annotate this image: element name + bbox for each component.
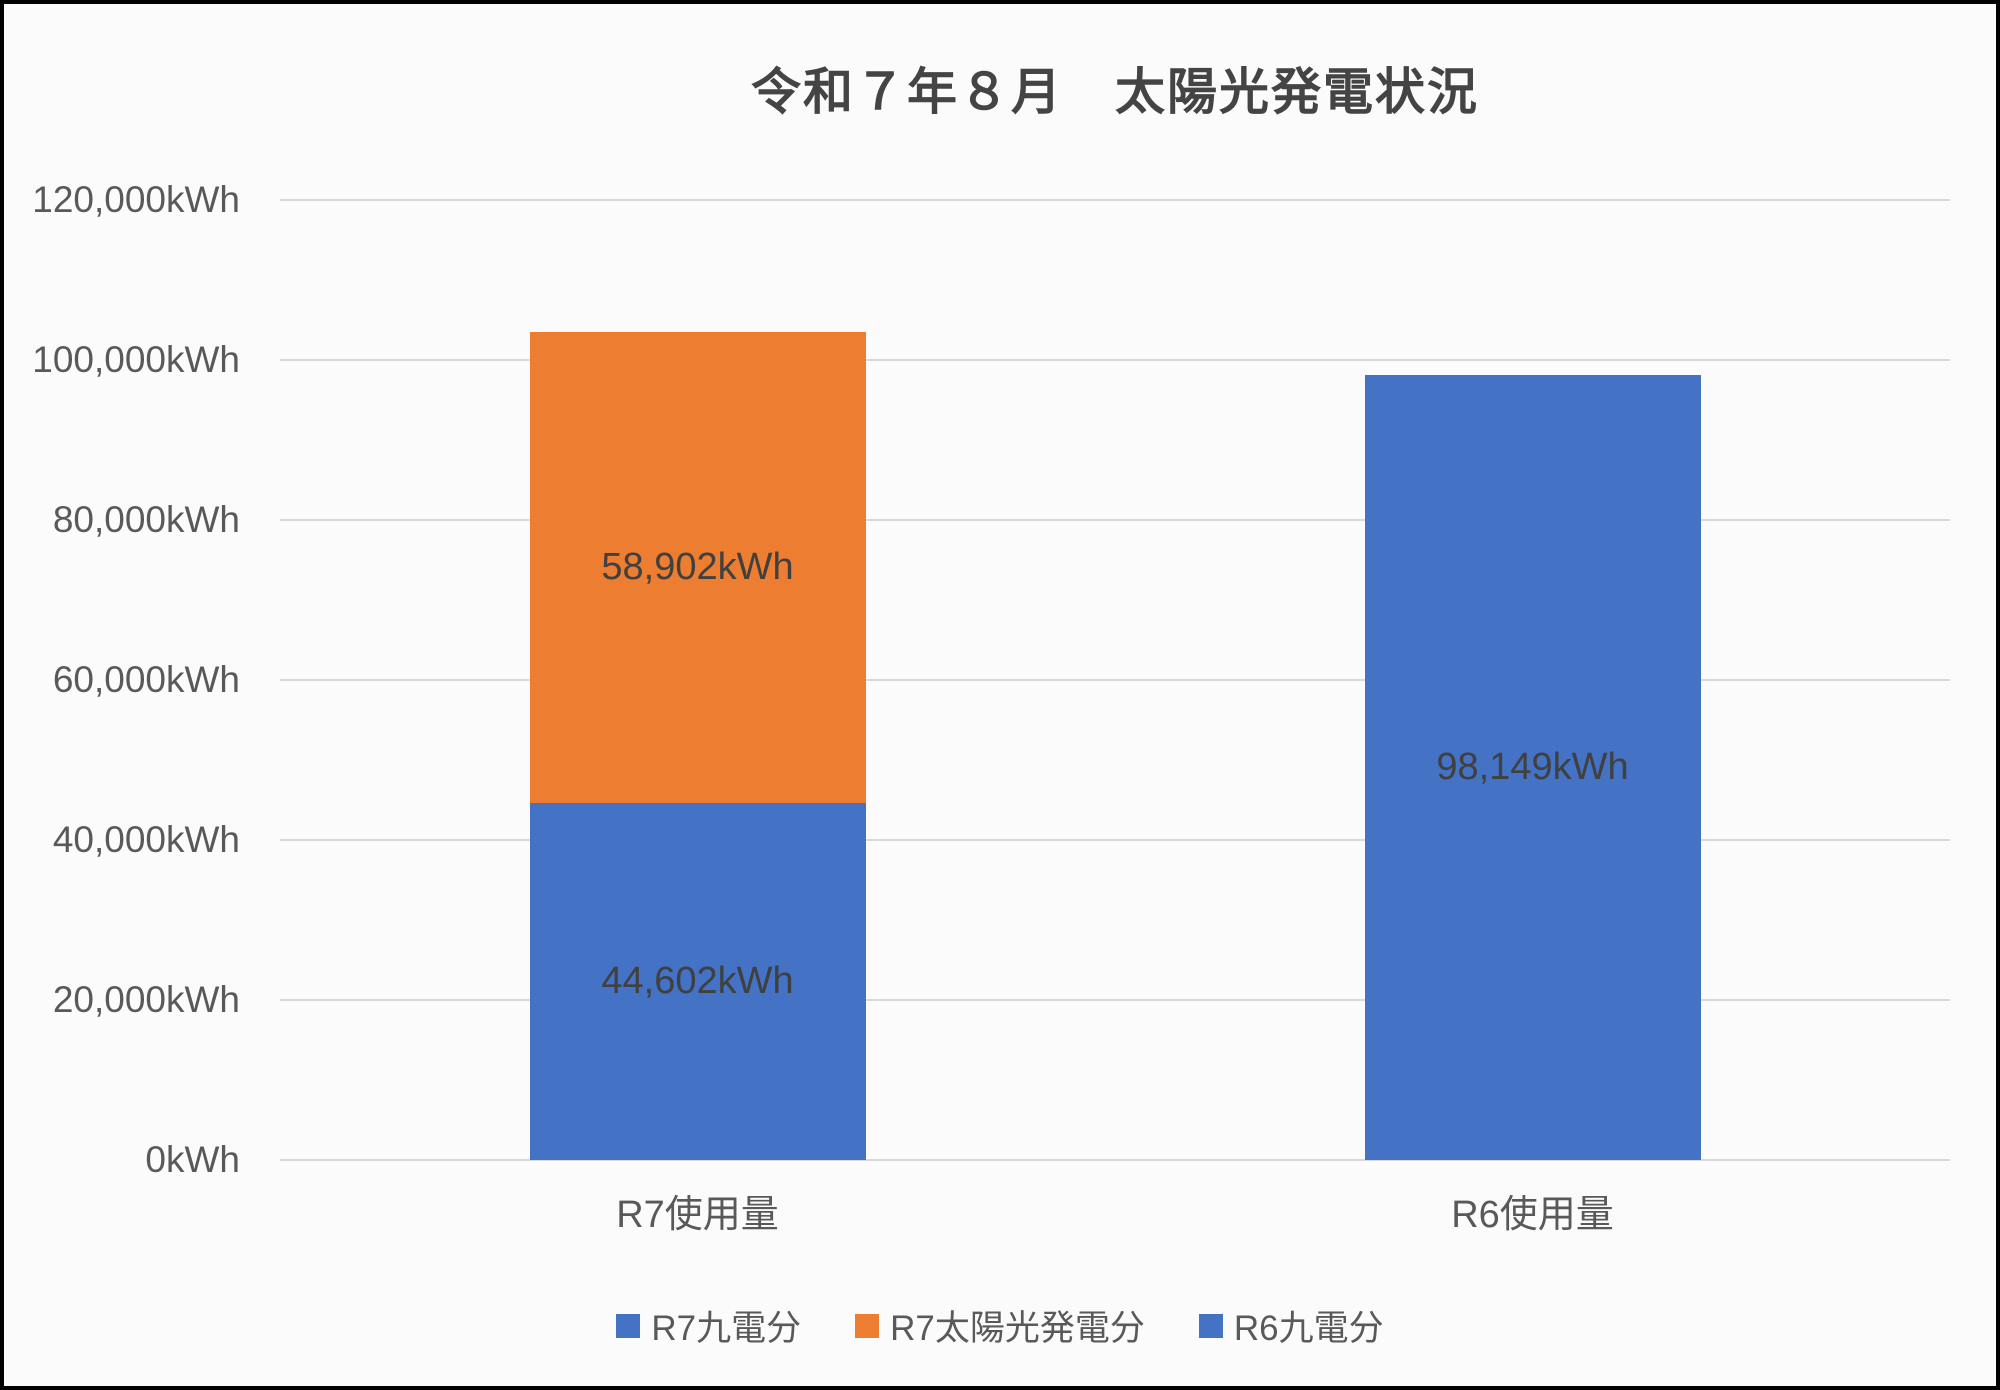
bar-data-label: 44,602kWh [601, 960, 794, 1003]
y-axis-tick-label: 100,000kWh [32, 339, 240, 380]
chart-title: 令和７年８月 太陽光発電状況 [751, 64, 1479, 120]
gridline [280, 839, 1950, 841]
x-axis-category-label: R7使用量 [616, 1194, 779, 1236]
y-axis-tick-label: 20,000kWh [52, 979, 240, 1020]
bar-data-label: 58,902kWh [601, 546, 794, 589]
gridline [280, 999, 1950, 1001]
bar-data-label: 98,149kWh [1436, 745, 1629, 788]
legend-swatch-icon [1198, 1313, 1223, 1338]
legend-label: R7太陽光発電分 [890, 1309, 1145, 1348]
bar-R6使用量: 98,149kWh [1364, 200, 1701, 1160]
y-axis-tick-label: 0kWh [145, 1139, 240, 1180]
gridline [280, 359, 1950, 361]
legend-label: R6九電分 [1233, 1309, 1384, 1348]
y-axis-tick-label: 60,000kWh [52, 659, 240, 700]
y-axis-tick-label: 80,000kWh [52, 499, 240, 540]
legend-swatch-icon [855, 1313, 880, 1338]
bar-segment-R6九電分: 98,149kWh [1364, 374, 1701, 1160]
y-axis-tick-label: 40,000kWh [52, 819, 240, 860]
gridline [280, 1159, 1950, 1161]
legend-item-R6九電分: R6九電分 [1198, 1300, 1384, 1351]
gridline [280, 679, 1950, 681]
plot-area: 44,602kWh 58,902kWh 98,149kWh [280, 199, 1950, 1161]
legend-item-R7太陽光発電分: R7太陽光発電分 [855, 1300, 1145, 1351]
gridline [280, 519, 1950, 521]
bar-segment-R7太陽光発電分: 58,902kWh [529, 331, 866, 804]
chart-legend: R7九電分 R7太陽光発電分 R6九電分 [4, 1300, 1996, 1351]
legend-swatch-icon [616, 1313, 641, 1338]
x-axis-category-label: R6使用量 [1451, 1194, 1614, 1236]
legend-label: R7九電分 [651, 1309, 802, 1348]
legend-item-R7九電分: R7九電分 [616, 1300, 801, 1351]
bar-R7使用量: 44,602kWh 58,902kWh [529, 200, 866, 1160]
bar-segment-R7九電分: 44,602kWh [529, 803, 866, 1160]
gridline [280, 199, 1950, 201]
y-axis-tick-label: 120,000kWh [32, 179, 240, 220]
